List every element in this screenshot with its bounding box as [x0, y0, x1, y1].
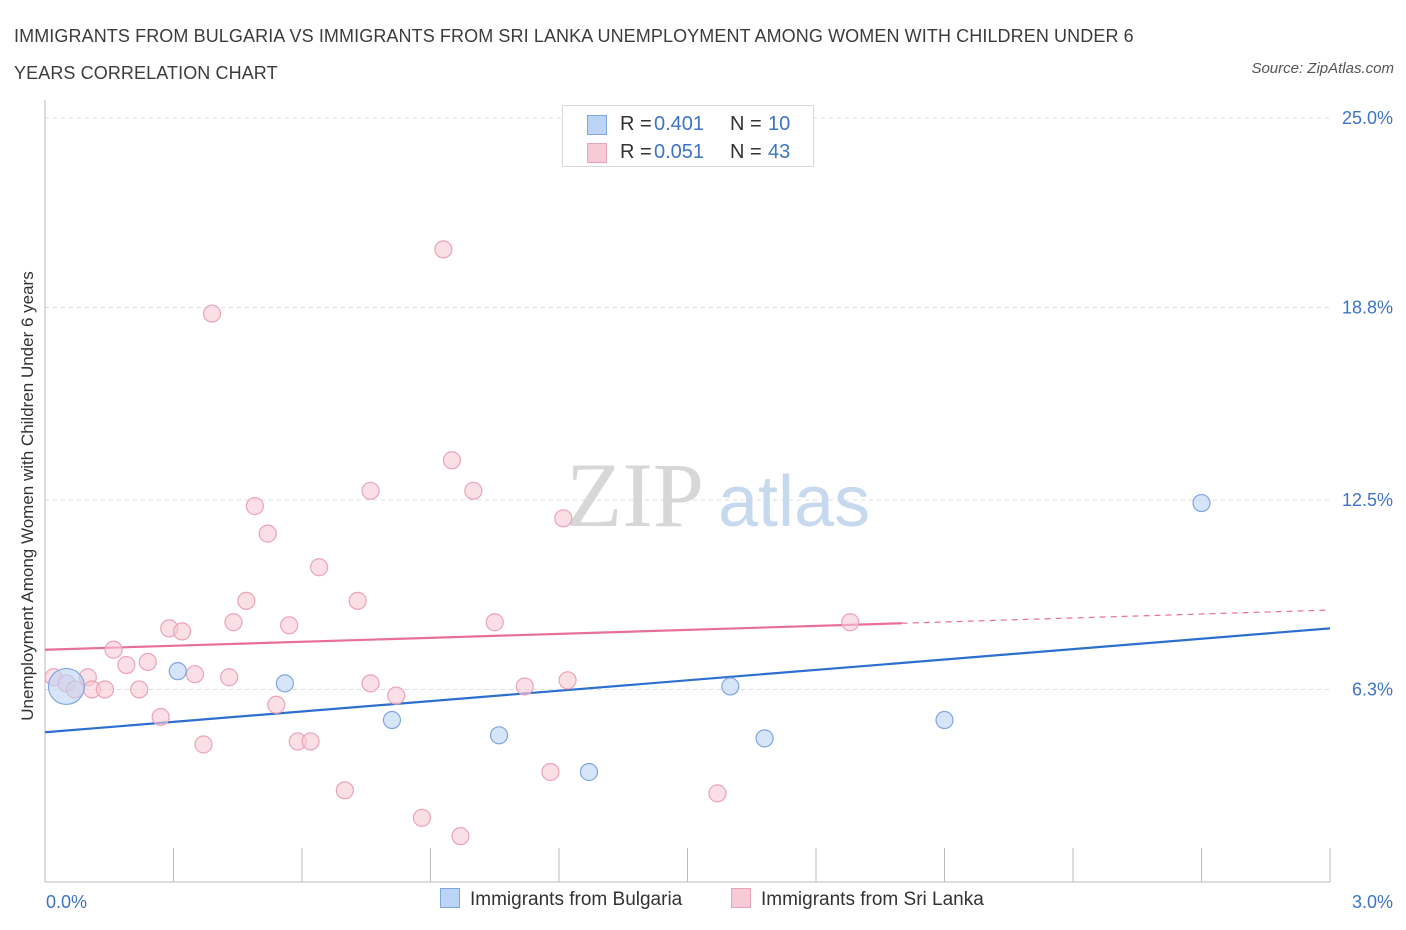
watermark: ZIP atlas	[566, 444, 870, 546]
r-value: 0.401	[654, 113, 705, 135]
bulgaria-point	[275, 674, 294, 693]
srilanka-point	[258, 524, 277, 543]
bulgaria-legend-swatch	[440, 888, 460, 908]
bulgaria-point	[755, 729, 774, 748]
srilanka-swatch	[587, 143, 607, 163]
r-value: 0.051	[654, 141, 705, 163]
y-tick-label: 12.5%	[1342, 490, 1393, 510]
y-tick-label: 6.3%	[1352, 679, 1393, 699]
bulgaria-point	[382, 710, 402, 730]
legend-label-srilanka: Immigrants from Sri Lanka	[761, 889, 984, 910]
srilanka-point	[412, 808, 432, 827]
bulgaria-point	[1192, 493, 1211, 513]
srilanka-point	[172, 622, 192, 641]
x-tick-label: 3.0%	[1352, 892, 1393, 912]
srilanka-point	[841, 613, 860, 632]
n-label: N =	[730, 113, 762, 135]
watermark-zip: ZIP	[566, 444, 704, 546]
stats-legend: R = 0.401 N = 10 R = 0.051 N = 43	[562, 105, 814, 167]
srilanka-point	[185, 665, 205, 684]
srilanka-point	[220, 668, 239, 687]
srilanka-point	[138, 652, 157, 672]
y-tick-label: 25.0%	[1342, 108, 1393, 128]
y-axis-label: Unemployment Among Women with Children U…	[18, 271, 37, 721]
axes	[44, 100, 1331, 883]
data-points	[44, 240, 1211, 846]
srilanka-point	[515, 677, 534, 696]
srilanka-point	[361, 674, 380, 693]
srilanka-point	[554, 509, 573, 528]
bulgaria-point	[579, 762, 599, 782]
legend-label-bulgaria: Immigrants from Bulgaria	[470, 889, 683, 910]
trend-line	[44, 627, 1331, 734]
srilanka-point	[194, 735, 213, 754]
trend-line-extension	[901, 609, 1331, 624]
legend-item-bulgaria: Immigrants from Bulgaria	[440, 888, 682, 911]
watermark-atlas: atlas	[718, 462, 870, 542]
srilanka-point	[464, 481, 483, 500]
n-value: 10	[768, 113, 791, 135]
tick-labels: 6.3% 12.5% 18.8% 25.0% 0.0% 3.0%	[46, 108, 1393, 912]
srilanka-legend-swatch	[731, 888, 751, 908]
trend-lines	[44, 609, 1331, 734]
srilanka-point	[130, 680, 149, 699]
source-label: Source: ZipAtlas.com	[1251, 60, 1394, 77]
legend-item-srilanka: Immigrants from Sri Lanka	[731, 888, 984, 911]
srilanka-point	[335, 781, 354, 800]
r-label: R =	[620, 113, 652, 135]
srilanka-point	[301, 732, 320, 751]
srilanka-point	[387, 686, 406, 705]
srilanka-point	[245, 497, 264, 516]
bulgaria-point	[47, 667, 86, 706]
srilanka-point	[541, 762, 560, 782]
srilanka-point	[202, 304, 222, 323]
srilanka-point	[348, 591, 367, 610]
srilanka-point	[224, 613, 243, 632]
srilanka-point	[708, 784, 727, 803]
srilanka-point	[558, 671, 577, 690]
srilanka-point	[95, 680, 115, 699]
srilanka-point	[117, 655, 136, 675]
n-value: 43	[768, 141, 791, 163]
srilanka-point	[151, 707, 170, 727]
x-tick-label: 0.0%	[46, 892, 87, 912]
bulgaria-point	[489, 726, 509, 745]
srilanka-point	[280, 616, 299, 635]
srilanka-point	[237, 591, 256, 610]
srilanka-point	[104, 640, 123, 659]
srilanka-point	[267, 695, 286, 714]
srilanka-point	[485, 613, 504, 632]
bulgaria-point	[935, 710, 954, 730]
srilanka-point	[310, 558, 329, 577]
bulgaria-point	[721, 677, 740, 696]
r-label: R =	[620, 141, 652, 163]
srilanka-point	[361, 481, 380, 500]
srilanka-point	[451, 827, 470, 846]
chart-title: IMMIGRANTS FROM BULGARIA VS IMMIGRANTS F…	[14, 26, 1134, 83]
n-label: N =	[730, 141, 762, 163]
srilanka-point	[442, 451, 462, 470]
y-tick-label: 18.8%	[1342, 297, 1393, 317]
trend-line	[44, 622, 902, 651]
srilanka-point	[434, 240, 453, 259]
bulgaria-swatch	[587, 115, 607, 135]
bulgaria-point	[168, 662, 187, 681]
